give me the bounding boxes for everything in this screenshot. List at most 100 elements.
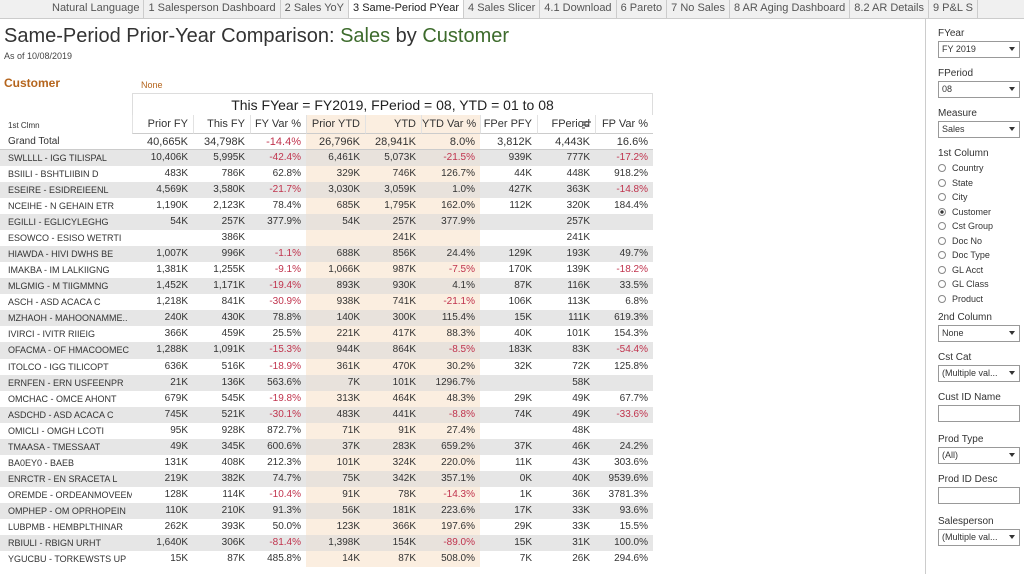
dropdown[interactable]: Sales bbox=[938, 121, 1020, 138]
tab[interactable]: 4.1 Download bbox=[540, 0, 617, 18]
table-cell: 106K bbox=[480, 294, 537, 311]
radio-option[interactable]: Customer bbox=[938, 205, 1020, 220]
radio-option[interactable]: State bbox=[938, 176, 1020, 191]
radio-option[interactable]: Product bbox=[938, 292, 1020, 307]
radio-button[interactable] bbox=[938, 164, 946, 173]
dropdown[interactable]: (Multiple val... bbox=[938, 365, 1020, 382]
tab[interactable]: Natural Language bbox=[48, 0, 145, 18]
table-cell: 139K bbox=[537, 262, 595, 279]
table-cell: 1,007K bbox=[132, 246, 193, 263]
table-cell: 8.0% bbox=[421, 134, 480, 150]
table-cell: 996K bbox=[193, 246, 250, 263]
radio-option[interactable]: Country bbox=[938, 161, 1020, 176]
dropdown[interactable]: (Multiple val... bbox=[938, 529, 1020, 546]
radio-button[interactable] bbox=[938, 193, 946, 202]
table-cell: -19.4% bbox=[250, 278, 306, 295]
table-cell: -21.7% bbox=[250, 182, 306, 199]
table-cell: 257K bbox=[193, 214, 250, 231]
dropdown[interactable]: None bbox=[938, 325, 1020, 342]
radio-option[interactable]: GL Class bbox=[938, 277, 1020, 292]
filter-label: 2nd Column bbox=[938, 312, 992, 323]
radio-button[interactable] bbox=[938, 251, 946, 260]
table-cell: 241K bbox=[537, 230, 595, 247]
table-cell: 78.4% bbox=[250, 198, 306, 215]
radio-button[interactable] bbox=[938, 280, 946, 289]
table-cell: 357.1% bbox=[421, 470, 480, 487]
text-input[interactable] bbox=[938, 487, 1020, 504]
filter-label: FPeriod bbox=[938, 68, 974, 79]
table-cell: 67.7% bbox=[595, 390, 653, 407]
table-cell: 345K bbox=[193, 438, 250, 455]
tab-nav[interactable] bbox=[0, 0, 48, 18]
tab[interactable]: 1 Salesperson Dashboard bbox=[144, 0, 281, 18]
text-input[interactable] bbox=[938, 405, 1020, 422]
table-cell: 78K bbox=[365, 486, 421, 503]
radio-label: Country bbox=[952, 163, 984, 174]
table-cell: 563.6% bbox=[250, 374, 306, 391]
table-cell bbox=[421, 230, 480, 247]
table-cell bbox=[250, 230, 306, 247]
table-cell bbox=[595, 422, 653, 439]
row-label: ESOWCO - ESISO WETRTI bbox=[0, 230, 132, 247]
radio-option[interactable]: City bbox=[938, 190, 1020, 205]
tab[interactable]: 3 Same-Period PYear bbox=[349, 0, 465, 18]
table-cell: 9539.6% bbox=[595, 470, 653, 487]
table-cell: -8.8% bbox=[421, 406, 480, 423]
table-cell: 112K bbox=[480, 198, 537, 215]
row-label: ERNFEN - ERN USFEENPR bbox=[0, 374, 132, 391]
radio-option[interactable]: Doc No bbox=[938, 234, 1020, 249]
table-cell: 1,381K bbox=[132, 262, 193, 279]
table-cell: 1,171K bbox=[193, 278, 250, 295]
sort-icon[interactable] bbox=[582, 121, 591, 129]
dropdown[interactable]: (All) bbox=[938, 447, 1020, 464]
tab[interactable]: 4 Sales Slicer bbox=[464, 0, 541, 18]
table-cell bbox=[480, 230, 537, 247]
radio-button[interactable] bbox=[938, 207, 946, 216]
table-cell: 508.0% bbox=[421, 551, 480, 568]
tab[interactable]: 9 P&L S bbox=[929, 0, 978, 18]
column-header: FPer PFY bbox=[480, 115, 537, 134]
tab[interactable]: 6 Pareto bbox=[617, 0, 668, 18]
table-cell: 223.6% bbox=[421, 502, 480, 519]
table-cell: 746K bbox=[365, 166, 421, 183]
radio-option[interactable]: Doc Type bbox=[938, 248, 1020, 263]
tab[interactable]: 2 Sales YoY bbox=[281, 0, 350, 18]
filter-label: FYear bbox=[938, 28, 965, 39]
radio-button[interactable] bbox=[938, 265, 946, 274]
radio-button[interactable] bbox=[938, 236, 946, 245]
table-cell: 521K bbox=[193, 406, 250, 423]
radio-button[interactable] bbox=[938, 294, 946, 303]
table-cell: 49K bbox=[537, 406, 595, 423]
filter-label: Prod Type bbox=[938, 434, 984, 445]
table-cell: 15.5% bbox=[595, 518, 653, 535]
table-cell: 36K bbox=[537, 486, 595, 503]
tab[interactable]: 8.2 AR Details bbox=[850, 0, 929, 18]
radio-button[interactable] bbox=[938, 222, 946, 231]
table-cell: 320K bbox=[537, 198, 595, 215]
table-cell: -21.1% bbox=[421, 294, 480, 311]
table-cell: 464K bbox=[365, 390, 421, 407]
tab[interactable]: 7 No Sales bbox=[667, 0, 730, 18]
table-cell: 33K bbox=[537, 518, 595, 535]
tab[interactable]: 8 AR Aging Dashboard bbox=[730, 0, 851, 18]
filter-label: Prod ID Desc bbox=[938, 474, 998, 485]
row-label: YGUCBU - TORKEWSTS UP bbox=[0, 551, 132, 568]
filter-label: Cst Cat bbox=[938, 352, 972, 363]
radio-option[interactable]: GL Acct bbox=[938, 263, 1020, 278]
table-cell: 78.8% bbox=[250, 310, 306, 327]
table-cell: 4,443K bbox=[537, 134, 595, 150]
table-cell bbox=[306, 230, 365, 247]
column-header: This FY bbox=[193, 115, 250, 134]
table-cell bbox=[595, 214, 653, 231]
radio-label: State bbox=[952, 177, 974, 188]
row-label: SWLLLL - IGG TILISPAL bbox=[0, 150, 132, 167]
dropdown[interactable]: 08 bbox=[938, 81, 1020, 98]
radio-button[interactable] bbox=[938, 178, 946, 187]
table-cell: 6.8% bbox=[595, 294, 653, 311]
row-label: MZHAOH - MAHOONAMME.. bbox=[0, 310, 132, 327]
radio-option[interactable]: Cst Group bbox=[938, 219, 1020, 234]
dropdown[interactable]: FY 2019 bbox=[938, 41, 1020, 58]
table-cell: 342K bbox=[365, 470, 421, 487]
table-cell: 48.3% bbox=[421, 390, 480, 407]
table-cell: 37K bbox=[306, 438, 365, 455]
